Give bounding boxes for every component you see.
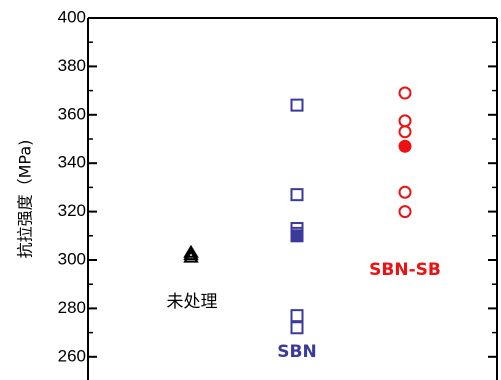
circle-point <box>398 205 412 219</box>
triangle-point <box>183 244 199 258</box>
y-tick-label: 400 <box>58 7 86 26</box>
triangle-point <box>183 249 199 263</box>
y-tick-label: 380 <box>58 56 86 75</box>
y-tick-label: 320 <box>58 201 86 220</box>
circle-point <box>398 86 412 100</box>
circle-point <box>398 114 412 128</box>
y-tick-label: 260 <box>58 346 86 365</box>
y-tick-label: 360 <box>58 104 86 123</box>
circle-point <box>398 139 412 153</box>
square-point <box>290 309 304 323</box>
square-point <box>290 229 304 243</box>
y-axis-label: 抗拉强度（MPa) <box>16 140 35 259</box>
square-point <box>290 188 304 202</box>
triangle-point <box>183 247 199 261</box>
y-tick-label: 300 <box>58 249 86 268</box>
group-label: SBN <box>277 342 316 362</box>
group-label: 未处理 <box>167 292 218 312</box>
circle-point <box>398 125 412 139</box>
group-label: SBN-SB <box>369 260 441 280</box>
square-point <box>290 98 304 112</box>
y-tick-label: 340 <box>58 153 86 172</box>
square-point <box>290 321 304 335</box>
y-tick-label: 280 <box>58 298 86 317</box>
circle-point <box>398 185 412 199</box>
